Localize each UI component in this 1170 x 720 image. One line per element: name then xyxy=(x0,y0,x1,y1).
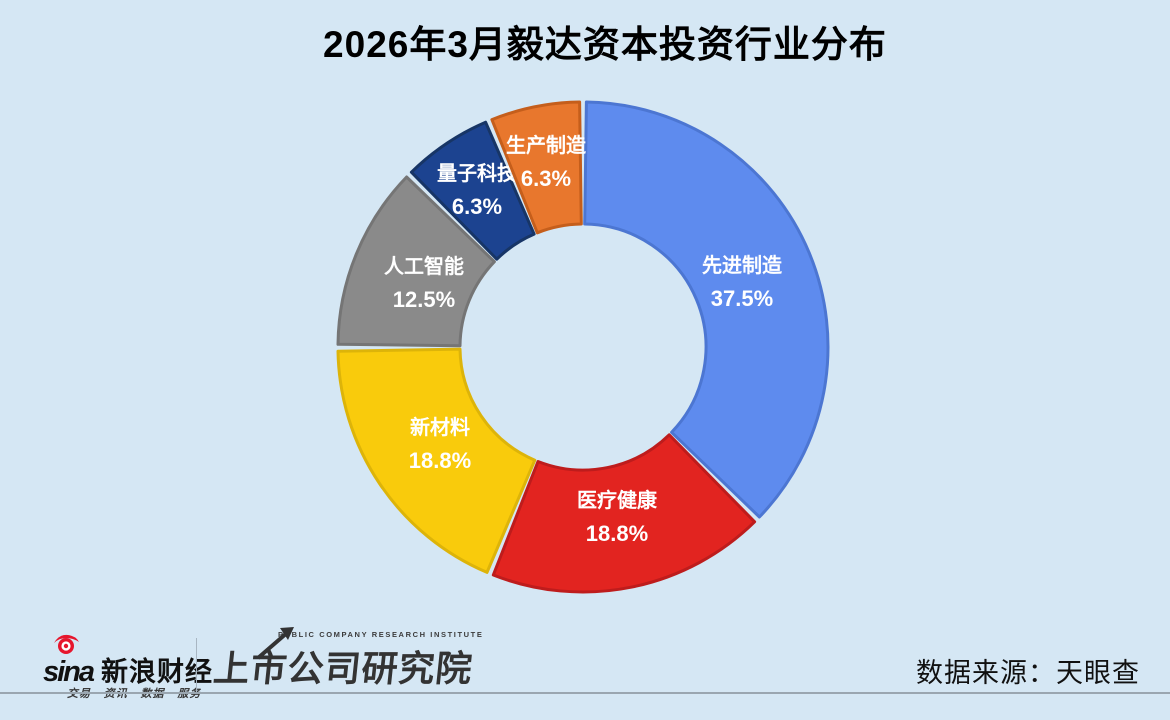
slice-label: 人工智能 12.5% xyxy=(384,254,464,312)
chart-title: 2026年3月毅达资本投资行业分布 xyxy=(323,24,887,65)
pie-slice xyxy=(583,100,830,519)
pie-slice xyxy=(336,347,537,574)
sina-eye-icon xyxy=(54,634,79,654)
slice-label: 生产制造 6.3% xyxy=(506,133,587,191)
footer-rule xyxy=(0,692,1170,694)
slice-label: 新材料 18.8% xyxy=(409,415,471,473)
pie-slice xyxy=(491,433,757,594)
slice-label: 量子科技 6.3% xyxy=(437,161,518,219)
slice-label: 医疗健康 18.8% xyxy=(577,488,658,546)
sina-finance-name: 新浪财经 xyxy=(101,657,214,687)
institute-name-en: PUBLIC COMPANY RESEARCH INSTITUTE xyxy=(278,630,484,639)
pie-slice xyxy=(336,175,496,348)
pie-slice xyxy=(490,100,583,235)
rising-arrow-icon xyxy=(256,627,294,660)
research-institute-logo: PUBLIC COMPANY RESEARCH INSTITUTE 上市公司研究… xyxy=(211,627,484,692)
slice-label: 先进制造 37.5% xyxy=(702,253,783,311)
pie-slice xyxy=(409,120,536,261)
institute-name-cn: 上市公司研究院 xyxy=(211,648,475,689)
sina-wordmark: sina xyxy=(43,656,95,688)
data-source-label: 数据来源：天眼查 xyxy=(916,658,1140,688)
footer-logo-divider xyxy=(196,638,197,692)
sina-tagline: 交易 · 资讯 · 数据 · 服务 xyxy=(67,688,202,700)
